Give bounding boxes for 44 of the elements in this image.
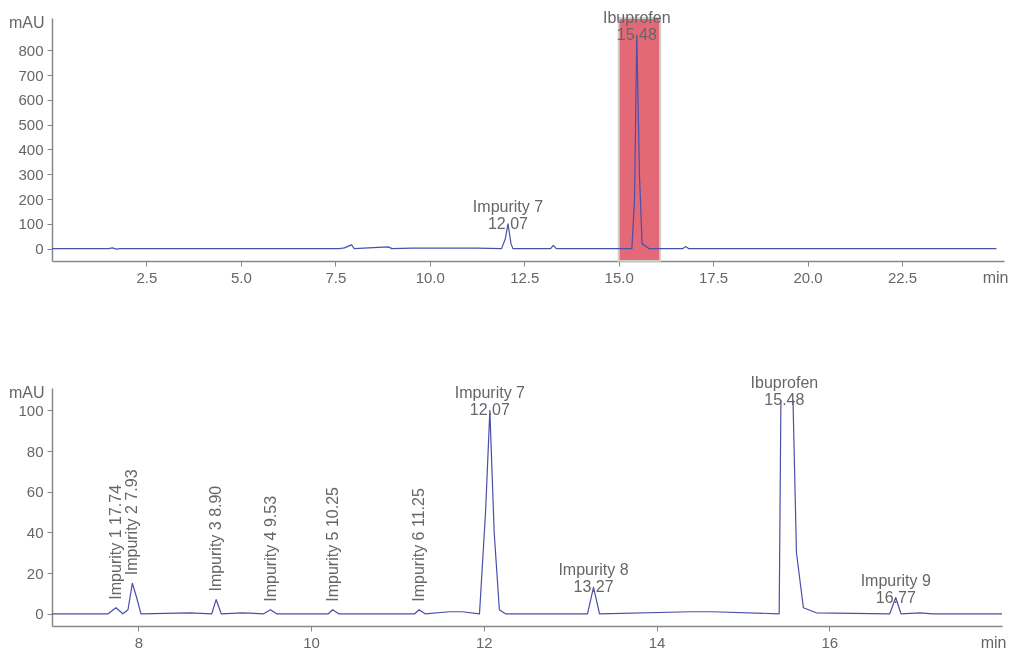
annotation: Impurity 7 12.07 [454,384,526,419]
y-tick-label: 60 [26,483,44,501]
y-tick-label: 80 [26,442,44,460]
annotation: Impurity 2 7.93 [123,469,141,576]
y-tick-label: 20 [26,564,44,582]
y-tick-label: 100 [18,215,44,233]
annotation: Impurity 6 11.25 [410,488,428,602]
annotation: Impurity 5 10.25 [323,486,341,602]
x-tick-label: 17.5 [699,268,729,286]
x-tick-label: 15.0 [604,268,634,286]
x-tick-label: 22.5 [887,268,918,286]
y-tick-label: 300 [18,165,44,183]
x-tick-label: 12.5 [510,268,540,286]
y-tick-label: 700 [18,66,44,84]
x-tick-label: 12 [475,633,493,651]
x-tick-label: 14 [648,633,666,651]
x-axis-title: min [982,268,1009,286]
x-tick-label: 16 [821,633,839,651]
x-tick-label: 8 [134,633,144,651]
annotation: Impurity 8 13.27 [558,561,629,596]
annotation: Impurity 3 8.90 [207,485,225,592]
x-tick-label: 20.0 [793,268,823,286]
y-tick-label: 0 [35,240,44,258]
y-tick-label: 500 [18,116,44,134]
y-tick-label: 40 [26,523,44,541]
y-tick-label: 400 [18,140,44,158]
x-tick-label: 7.5 [325,268,347,286]
x-tick-label: 10.0 [415,268,445,286]
y-tick-label: 0 [35,605,44,623]
y-tick-label: 800 [18,41,44,59]
annotation: Ibuprofen 15.48 [750,374,819,409]
annotation: Impurity 7 12.07 [472,197,544,232]
annotation: Impurity 1 17.74 [106,484,124,600]
annotation: Impurity 9 16.77 [860,571,931,606]
x-tick-label: 2.5 [136,268,158,286]
y-tick-label: 100 [18,401,44,419]
annotation: Impurity 4 9.53 [261,495,279,602]
x-axis-title: min [980,633,1007,651]
y-tick-label: 600 [18,91,44,109]
y-tick-label: 200 [18,190,44,208]
x-tick-label: 5.0 [230,268,252,286]
x-tick-label: 10 [303,633,320,651]
y-axis-title: mAU [8,383,45,401]
y-axis-title: mAU [8,13,45,31]
